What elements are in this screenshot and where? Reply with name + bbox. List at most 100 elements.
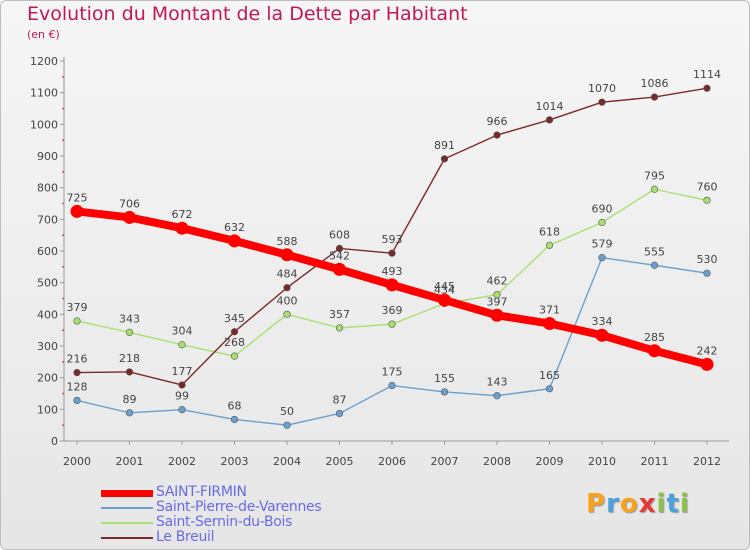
data-point — [125, 328, 134, 336]
data-point — [493, 392, 501, 400]
x-tick-label: 2000 — [63, 455, 91, 468]
y-tick-label: 1200 — [30, 55, 58, 68]
y-tick-label: 500 — [37, 277, 58, 290]
data-label: 304 — [172, 325, 193, 338]
y-tick-label: 400 — [37, 308, 58, 321]
data-label: 357 — [329, 308, 350, 321]
data-label: 397 — [487, 295, 508, 308]
logo-letter: i — [656, 489, 667, 519]
data-point — [283, 421, 291, 429]
logo-letter: r — [606, 489, 620, 519]
data-label: 462 — [487, 275, 508, 288]
y-tick-label: 900 — [37, 150, 58, 163]
legend-label: Le Breuil — [156, 529, 215, 545]
y-minor-tick — [62, 392, 64, 395]
data-point — [125, 409, 134, 417]
legend-label: Saint-Pierre-de-Varennes — [156, 499, 322, 515]
data-label: 966 — [487, 115, 508, 128]
x-tick-label: 2010 — [588, 455, 616, 468]
legend-swatch — [101, 522, 153, 524]
data-label: 690 — [592, 203, 613, 216]
data-point — [123, 210, 136, 224]
y-tick-label: 600 — [37, 245, 58, 258]
data-label: 379 — [67, 301, 88, 314]
data-label: 1014 — [536, 100, 564, 113]
data-point — [490, 308, 504, 322]
data-label: 1114 — [693, 68, 721, 81]
x-tick-label: 2012 — [693, 455, 721, 468]
data-label: 345 — [224, 312, 245, 325]
y-tick-label: 800 — [37, 182, 58, 195]
data-point — [125, 368, 134, 376]
data-label: 445 — [434, 280, 455, 293]
data-label: 530 — [697, 253, 718, 266]
unit-label: (en €) — [27, 28, 60, 41]
data-label: 579 — [592, 238, 613, 251]
y-tick-label: 1000 — [30, 118, 58, 131]
data-point — [543, 317, 556, 331]
data-label: 218 — [119, 352, 140, 365]
y-minor-tick — [62, 139, 64, 141]
proxiti-logo: Proxiti — [586, 489, 690, 519]
x-tick-label: 2001 — [116, 455, 144, 468]
data-label: 706 — [119, 197, 140, 210]
data-point — [388, 249, 396, 257]
x-tick-label: 2008 — [483, 455, 511, 468]
data-point — [545, 116, 554, 124]
x-tick-label: 2009 — [536, 455, 564, 468]
data-label: 99 — [175, 390, 189, 403]
data-label: 216 — [67, 353, 88, 366]
y-tick-label: 300 — [37, 340, 58, 353]
data-label: 242 — [697, 344, 718, 357]
series-layer — [70, 84, 714, 429]
y-tick-label: 100 — [37, 403, 58, 416]
data-label: 555 — [644, 245, 665, 258]
data-point — [545, 385, 554, 393]
data-label: 891 — [434, 139, 455, 152]
data-point — [335, 244, 344, 253]
data-point — [280, 248, 294, 262]
data-label: 155 — [434, 372, 455, 385]
data-point — [333, 262, 346, 276]
y-minor-tick — [62, 76, 64, 78]
data-point — [178, 406, 186, 414]
data-point — [650, 93, 659, 101]
chart-title: Evolution du Montant de la Dette par Hab… — [27, 3, 468, 25]
legend-swatch — [101, 537, 153, 539]
y-minor-tick — [62, 202, 64, 205]
data-label: 371 — [539, 304, 560, 317]
logo-letter: P — [586, 489, 607, 519]
data-label: 68 — [228, 399, 242, 412]
logo-letter: i — [679, 489, 690, 519]
data-label: 89 — [123, 393, 137, 406]
x-tick-label: 2003 — [221, 455, 249, 468]
data-point — [70, 204, 84, 218]
data-point — [703, 269, 711, 277]
data-point — [230, 352, 239, 360]
data-point — [388, 320, 396, 328]
data-point — [703, 196, 711, 204]
data-label: 343 — [119, 312, 140, 325]
data-label: 542 — [329, 249, 350, 262]
data-label: 593 — [382, 233, 403, 246]
data-point — [598, 98, 606, 106]
y-minor-tick — [62, 266, 64, 268]
data-label: 1070 — [588, 82, 616, 95]
data-point — [493, 291, 501, 299]
y-minor-tick — [62, 234, 64, 236]
data-point — [440, 388, 449, 396]
data-label: 334 — [592, 315, 613, 328]
legend-swatch — [101, 507, 153, 509]
y-minor-tick — [62, 171, 64, 173]
data-label: 725 — [67, 191, 88, 204]
logo-letter: o — [619, 489, 639, 519]
data-point — [388, 381, 396, 390]
data-label: 434 — [434, 284, 455, 297]
data-label: 618 — [539, 225, 560, 238]
data-label: 608 — [329, 228, 350, 241]
y-tick-label: 0 — [51, 435, 58, 448]
y-tick-label: 700 — [37, 213, 58, 226]
y-minor-tick — [62, 107, 64, 110]
data-label: 588 — [277, 235, 298, 248]
data-point — [650, 261, 659, 269]
